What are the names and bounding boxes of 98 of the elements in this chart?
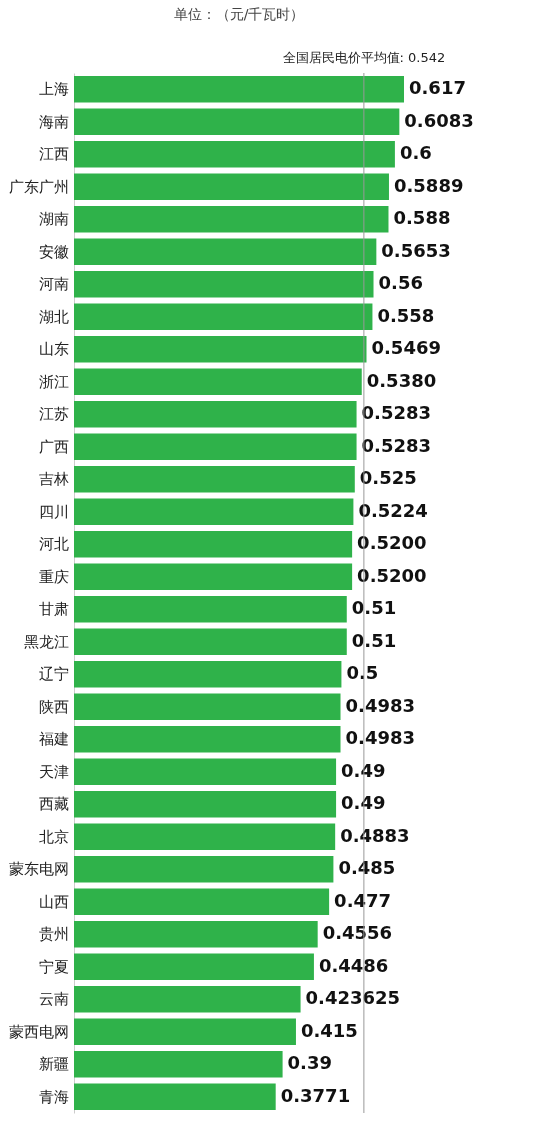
data-label: 0.4486 — [318, 954, 389, 976]
bar — [74, 953, 314, 981]
y-tick-label: 浙江 — [38, 372, 69, 391]
y-tick-label: 陕西 — [38, 697, 69, 716]
bar — [74, 140, 395, 168]
y-tick-label: 辽宁 — [38, 665, 69, 684]
y-tick-label: 吉林 — [38, 470, 69, 489]
data-label: 0.477 — [334, 889, 392, 911]
bar — [74, 465, 355, 493]
bar — [74, 335, 367, 363]
bar — [74, 433, 357, 461]
y-tick-label: 广西 — [38, 437, 69, 456]
data-label: 0.558 — [377, 304, 435, 326]
data-label: 0.6083 — [404, 109, 474, 131]
data-label: 0.5 — [346, 662, 379, 684]
data-label: 0.4983 — [345, 727, 415, 749]
data-label: 0.56 — [378, 272, 423, 294]
bar — [74, 368, 362, 396]
data-label: 0.39 — [287, 1052, 333, 1074]
y-tick-label: 天津 — [38, 762, 69, 781]
data-label: 0.3771 — [280, 1084, 351, 1106]
y-tick-label: 湖北 — [38, 307, 69, 326]
data-label: 0.49 — [341, 759, 386, 781]
y-tick-label: 江苏 — [38, 405, 69, 424]
y-tick-label: 湖南 — [38, 210, 69, 229]
bar — [74, 823, 336, 851]
data-label: 0.588 — [393, 207, 451, 229]
bar — [74, 75, 404, 103]
data-label: 0.51 — [351, 629, 397, 651]
bar — [74, 693, 341, 721]
data-label: 0.5889 — [393, 174, 464, 196]
y-tick-label: 甘肃 — [38, 600, 69, 619]
y-tick-label: 海南 — [38, 112, 69, 131]
data-label: 0.525 — [359, 467, 417, 489]
data-label: 0.51 — [351, 597, 397, 619]
bar — [74, 1050, 283, 1078]
y-tick-label: 北京 — [38, 827, 69, 846]
y-tick-label: 蒙西电网 — [8, 1022, 69, 1041]
data-label: 0.6 — [399, 142, 432, 164]
data-label: 0.4983 — [345, 694, 415, 716]
bar — [74, 498, 354, 526]
bar — [74, 660, 342, 688]
data-label: 0.4556 — [322, 922, 393, 944]
data-label: 0.5653 — [381, 239, 451, 261]
bar — [74, 173, 389, 201]
bar — [74, 725, 341, 753]
y-tick-label: 河北 — [38, 535, 69, 554]
bar — [74, 270, 374, 298]
bar — [74, 1018, 296, 1046]
data-label: 0.5469 — [371, 337, 441, 359]
y-tick-label: 上海 — [38, 80, 69, 99]
y-tick-label: 黑龙江 — [23, 632, 69, 651]
data-label: 0.5200 — [357, 564, 427, 586]
y-tick-label: 福建 — [38, 730, 69, 749]
bar — [74, 303, 373, 331]
data-label: 0.5283 — [361, 402, 432, 424]
data-label: 0.423625 — [305, 987, 401, 1009]
bar — [74, 205, 389, 233]
y-tick-label: 山西 — [38, 892, 69, 911]
y-tick-label: 宁夏 — [38, 957, 69, 976]
bar — [74, 563, 353, 591]
bar — [74, 855, 334, 883]
y-tick-label: 新疆 — [38, 1055, 69, 1074]
y-tick-label: 贵州 — [38, 925, 69, 944]
y-tick-label: 安徽 — [38, 242, 69, 261]
y-tick-label: 广东广州 — [8, 177, 69, 196]
y-tick-label: 云南 — [38, 990, 69, 1009]
data-label: 0.5224 — [358, 499, 428, 521]
y-tick-label: 山东 — [38, 340, 69, 359]
y-tick-label: 青海 — [38, 1087, 69, 1106]
bar — [74, 920, 318, 948]
data-label: 0.485 — [338, 857, 396, 879]
y-tick-label: 江西 — [38, 145, 69, 164]
bar — [74, 758, 337, 786]
bar — [74, 400, 357, 428]
data-label: 0.5283 — [361, 434, 432, 456]
bar — [74, 238, 377, 266]
y-tick-label: 蒙东电网 — [8, 860, 69, 879]
y-tick-label: 西藏 — [38, 795, 69, 814]
bar — [74, 1083, 276, 1111]
chart-title: 单位：（元/千瓦时） — [173, 6, 305, 22]
bar — [74, 888, 330, 916]
bar — [74, 985, 301, 1013]
ref-line-label: 全国居民电价平均值: 0.542 — [282, 50, 446, 65]
data-label: 0.617 — [409, 77, 466, 99]
data-label: 0.4883 — [340, 824, 410, 846]
bar — [74, 628, 347, 656]
bar — [74, 108, 400, 136]
bar — [74, 790, 337, 818]
data-label: 0.5200 — [357, 532, 427, 554]
data-label: 0.5380 — [366, 369, 437, 391]
bar — [74, 595, 347, 623]
y-tick-label: 河南 — [38, 275, 69, 294]
bar — [74, 530, 353, 558]
y-tick-label: 四川 — [38, 502, 69, 521]
data-label: 0.415 — [300, 1019, 358, 1041]
data-label: 0.49 — [341, 792, 386, 814]
y-tick-label: 重庆 — [38, 567, 69, 586]
